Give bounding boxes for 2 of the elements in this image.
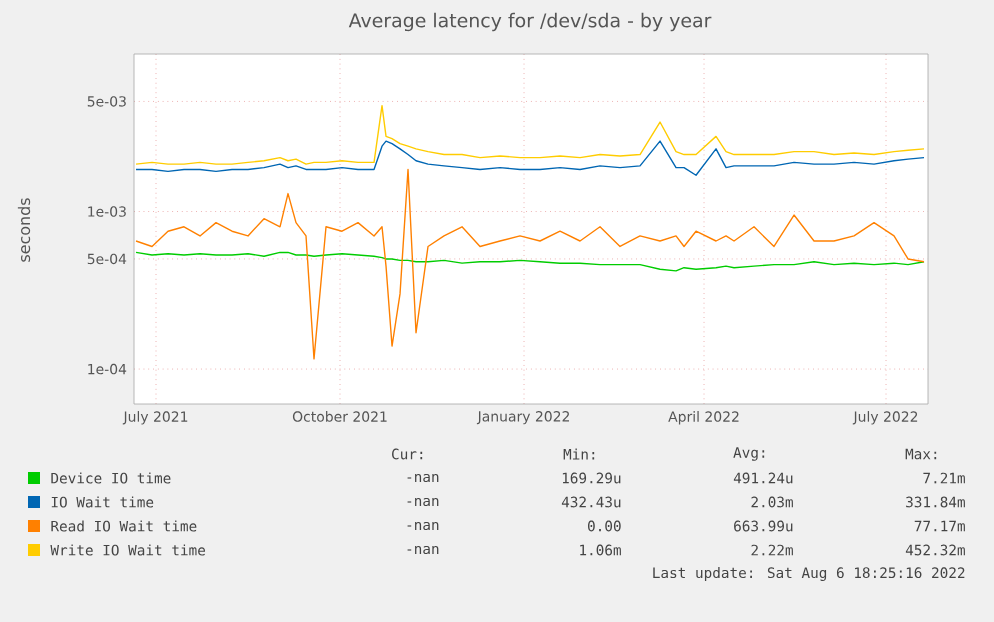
chart-title: Average latency for /dev/sda - by year bbox=[348, 12, 712, 32]
line-series bbox=[135, 168, 925, 360]
